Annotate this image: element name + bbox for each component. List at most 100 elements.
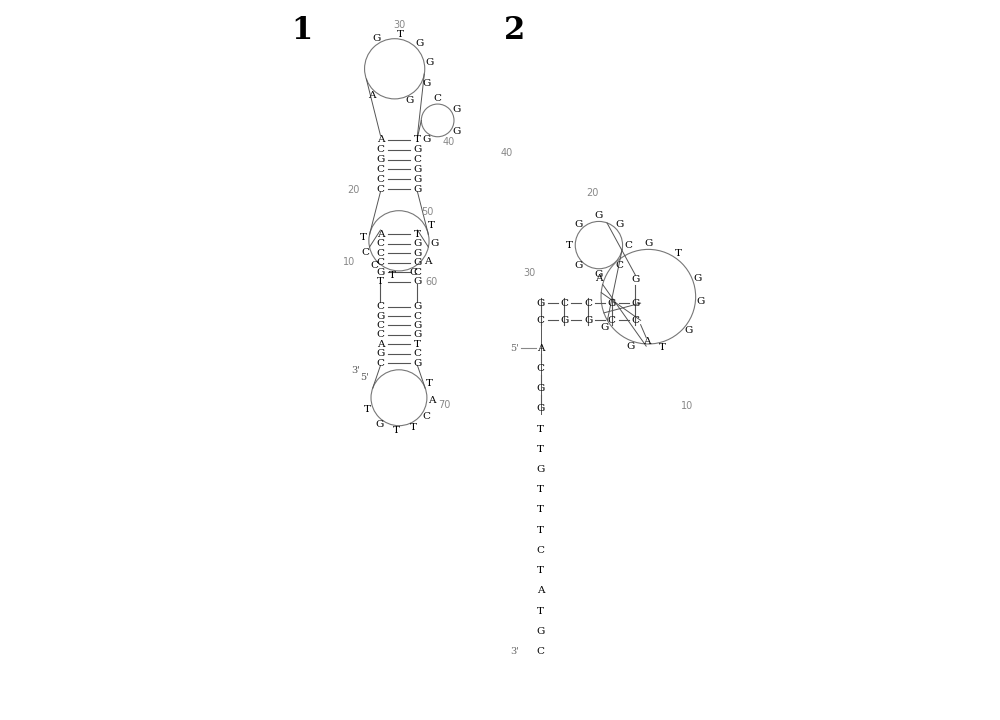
Text: G: G bbox=[631, 275, 640, 284]
Text: G: G bbox=[413, 302, 422, 311]
Text: G: G bbox=[430, 239, 438, 248]
Text: A: A bbox=[537, 586, 545, 595]
Text: A: A bbox=[428, 396, 436, 405]
Text: C: C bbox=[376, 302, 384, 311]
Text: G: G bbox=[373, 34, 381, 42]
Text: G: G bbox=[376, 268, 385, 276]
Text: G: G bbox=[376, 312, 385, 320]
Text: 50: 50 bbox=[421, 207, 433, 217]
Text: G: G bbox=[644, 239, 653, 248]
Text: 5': 5' bbox=[360, 373, 369, 382]
Text: G: G bbox=[405, 96, 414, 105]
Text: C: C bbox=[410, 269, 418, 277]
Text: A: A bbox=[377, 230, 384, 239]
Text: 30: 30 bbox=[523, 268, 535, 278]
Text: G: G bbox=[631, 299, 640, 307]
Text: C: C bbox=[376, 239, 384, 248]
Text: T: T bbox=[537, 566, 544, 575]
Text: T: T bbox=[364, 405, 371, 413]
Text: G: G bbox=[415, 40, 424, 48]
Text: G: G bbox=[422, 79, 431, 88]
Text: T: T bbox=[414, 135, 421, 144]
Text: T: T bbox=[377, 277, 384, 286]
Text: G: G bbox=[376, 420, 384, 429]
Text: G: G bbox=[574, 220, 582, 229]
Text: T: T bbox=[397, 30, 404, 39]
Text: T: T bbox=[537, 425, 544, 433]
Text: T: T bbox=[537, 606, 544, 616]
Text: T: T bbox=[675, 249, 682, 258]
Text: C: C bbox=[376, 175, 384, 184]
Text: G: G bbox=[574, 261, 582, 270]
Text: G: G bbox=[413, 277, 422, 286]
Text: 30: 30 bbox=[393, 20, 405, 30]
Text: G: G bbox=[413, 258, 422, 267]
Text: T: T bbox=[537, 526, 544, 535]
Text: C: C bbox=[376, 145, 384, 154]
Text: C: C bbox=[370, 261, 378, 270]
Text: G: G bbox=[537, 405, 545, 413]
Text: C: C bbox=[413, 349, 421, 359]
Text: G: G bbox=[537, 626, 545, 636]
Text: C: C bbox=[376, 258, 384, 267]
Text: 70: 70 bbox=[438, 400, 450, 410]
Text: C: C bbox=[537, 546, 545, 555]
Text: A: A bbox=[377, 135, 384, 144]
Text: T: T bbox=[537, 445, 544, 454]
Text: 1: 1 bbox=[292, 14, 313, 45]
Text: G: G bbox=[608, 299, 616, 307]
Text: T: T bbox=[393, 426, 400, 435]
Text: G: G bbox=[537, 465, 545, 474]
Text: C: C bbox=[422, 413, 430, 421]
Text: A: A bbox=[643, 338, 651, 346]
Text: G: G bbox=[423, 135, 431, 143]
Text: A: A bbox=[424, 256, 432, 266]
Text: G: G bbox=[537, 299, 545, 307]
Text: T: T bbox=[566, 240, 573, 250]
Text: C: C bbox=[376, 321, 384, 330]
Text: T: T bbox=[659, 343, 666, 352]
Text: T: T bbox=[414, 340, 421, 349]
Text: G: G bbox=[626, 342, 634, 351]
Text: 5': 5' bbox=[510, 343, 519, 353]
Text: G: G bbox=[413, 321, 422, 330]
Text: G: G bbox=[560, 316, 569, 325]
Text: C: C bbox=[376, 359, 384, 368]
Text: C: C bbox=[560, 299, 568, 307]
Text: T: T bbox=[414, 230, 421, 239]
Text: T: T bbox=[425, 379, 432, 388]
Text: G: G bbox=[615, 220, 624, 229]
Text: G: G bbox=[413, 175, 422, 184]
Text: G: G bbox=[694, 274, 702, 283]
Text: G: G bbox=[595, 212, 603, 220]
Text: G: G bbox=[376, 155, 385, 164]
Text: C: C bbox=[376, 330, 384, 339]
Text: C: C bbox=[608, 316, 616, 325]
Text: C: C bbox=[413, 268, 421, 276]
Text: G: G bbox=[376, 349, 385, 359]
Text: T: T bbox=[537, 485, 544, 494]
Text: C: C bbox=[434, 94, 442, 104]
Text: G: G bbox=[595, 270, 603, 279]
Text: C: C bbox=[584, 299, 592, 307]
Text: T: T bbox=[537, 505, 544, 515]
Text: 60: 60 bbox=[425, 277, 437, 287]
Text: C: C bbox=[376, 185, 384, 194]
Text: G: G bbox=[413, 185, 422, 194]
Text: G: G bbox=[413, 249, 422, 258]
Text: A: A bbox=[368, 91, 376, 100]
Text: T: T bbox=[409, 423, 416, 432]
Text: 40: 40 bbox=[442, 137, 455, 147]
Text: G: G bbox=[537, 384, 545, 393]
Text: A: A bbox=[377, 340, 384, 349]
Text: G: G bbox=[413, 330, 422, 339]
Text: 20: 20 bbox=[347, 185, 359, 195]
Text: G: G bbox=[425, 58, 434, 67]
Text: G: G bbox=[697, 297, 705, 306]
Text: C: C bbox=[413, 312, 421, 320]
Text: 10: 10 bbox=[681, 401, 693, 411]
Text: T: T bbox=[389, 271, 396, 280]
Text: G: G bbox=[452, 105, 460, 114]
Text: G: G bbox=[413, 239, 422, 248]
Text: G: G bbox=[584, 316, 592, 325]
